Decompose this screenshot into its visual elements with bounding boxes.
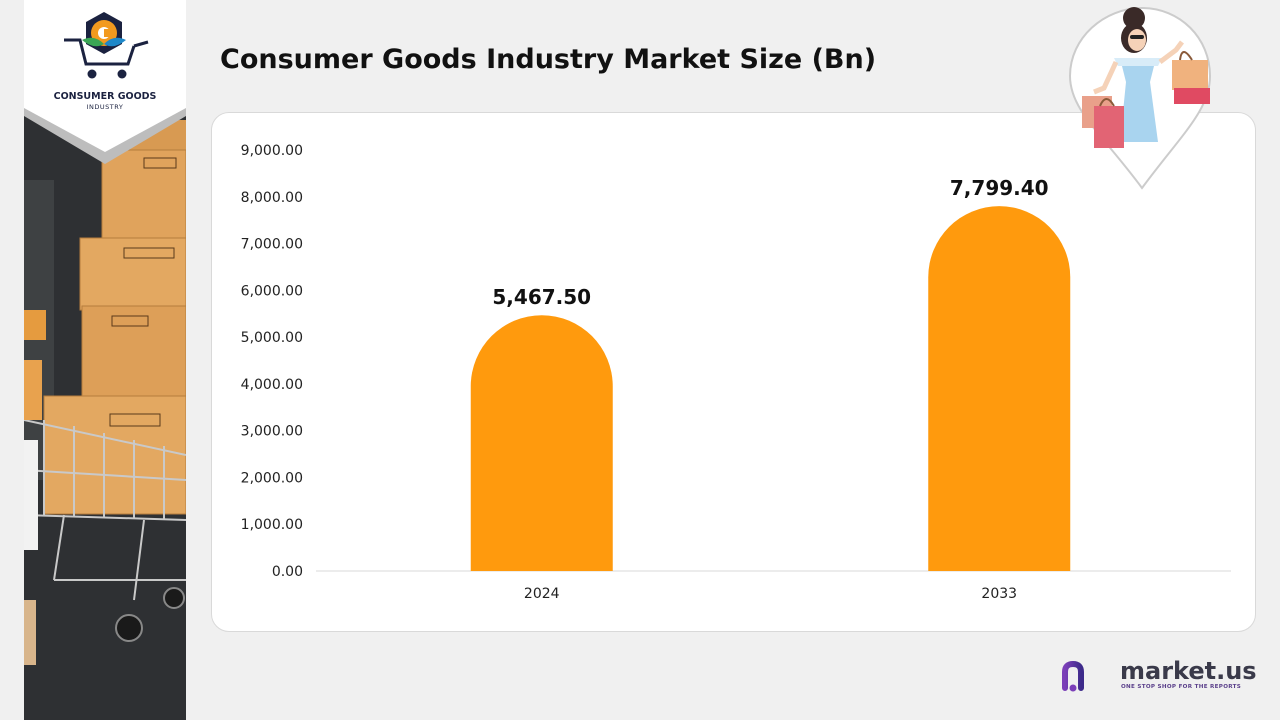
brand-name: market.us	[1120, 657, 1257, 685]
consumer-goods-badge	[24, 0, 186, 165]
y-tick-label: 6,000.00	[241, 283, 303, 299]
y-tick-label: 7,000.00	[241, 237, 303, 253]
market-us-logo-icon	[1062, 660, 1104, 692]
y-tick-label: 5,000.00	[241, 330, 303, 346]
data-label-2024: 5,467.50	[492, 285, 591, 309]
bar-2024	[470, 315, 613, 571]
data-label-2033: 7,799.40	[950, 176, 1049, 200]
y-tick-label: 9,000.00	[241, 143, 303, 159]
x-tick-label-2033: 2033	[981, 586, 1017, 602]
x-tick-label-2024: 2024	[524, 586, 560, 602]
market-us-logo	[1062, 658, 1262, 694]
bar-2033	[928, 206, 1071, 571]
page-title: Consumer Goods Industry Market Size (Bn)	[220, 44, 877, 75]
shopping-woman-icon	[1064, 2, 1224, 192]
y-tick-label: 0.00	[272, 564, 303, 580]
y-tick-label: 4,000.00	[241, 377, 303, 393]
consumer-goods-logo-icon	[64, 12, 149, 79]
chart-panel	[211, 112, 1256, 632]
y-tick-label: 3,000.00	[241, 424, 303, 440]
y-tick-label: 2,000.00	[241, 470, 303, 486]
badge-title: CONSUMER GOODS	[53, 91, 157, 102]
badge-subtitle: INDUSTRY	[86, 103, 124, 111]
y-tick-label: 1,000.00	[241, 517, 303, 533]
bar-chart: 0.00 1,000.00 2,000.00 3,000.00 4,000.00 5,00…	[241, 143, 1231, 602]
y-tick-label: 8,000.00	[241, 190, 303, 206]
brand-tagline: ONE STOP SHOP FOR THE REPORTS	[1121, 684, 1242, 690]
